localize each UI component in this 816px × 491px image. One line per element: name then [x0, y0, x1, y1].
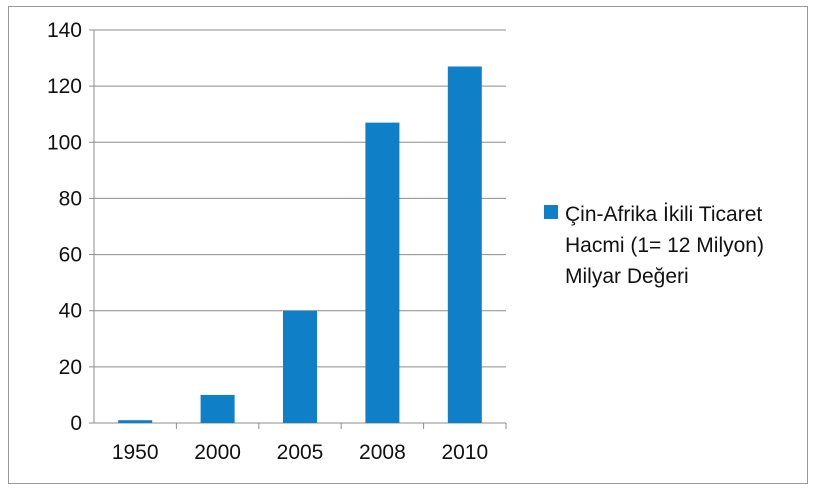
x-tick-labels: 1950 2000 2005 2008 2010 [112, 441, 488, 464]
bar [447, 66, 482, 423]
bar [283, 310, 317, 423]
x-tick-label: 2005 [277, 441, 324, 464]
bars [118, 66, 482, 423]
bar [118, 420, 153, 423]
legend-label-line-2: Hacmi (1= 12 Milyon) [565, 234, 764, 257]
legend: Çin-Afrika İkili Ticaret Hacmi (1= 12 Mi… [544, 203, 764, 288]
x-tick-label: 2010 [441, 441, 488, 464]
legend-label-line-3: Milyar Değeri [565, 265, 689, 288]
y-tick-label: 60 [59, 244, 82, 267]
x-tick-label: 1950 [112, 441, 159, 464]
gridlines [94, 29, 506, 368]
y-tick-label: 120 [47, 75, 82, 98]
y-tick-label: 0 [70, 412, 82, 435]
y-tick-label: 140 [47, 19, 82, 42]
chart-frame: 0 20 40 60 80 100 120 140 1950 2000 2005 2008 2010 … [8, 6, 808, 484]
bar [365, 122, 400, 423]
bar [200, 394, 235, 423]
y-tick-label: 100 [47, 131, 82, 154]
y-tick-label: 40 [59, 300, 82, 323]
x-tick-label: 2008 [359, 441, 406, 464]
y-tick-label: 80 [59, 187, 82, 210]
legend-label-line-1: Çin-Afrika İkili Ticaret [565, 203, 762, 226]
x-tick-label: 2000 [194, 441, 241, 464]
y-tick-labels: 0 20 40 60 80 100 120 140 [47, 19, 82, 435]
legend-swatch [544, 205, 558, 219]
y-tick-label: 20 [59, 356, 82, 379]
